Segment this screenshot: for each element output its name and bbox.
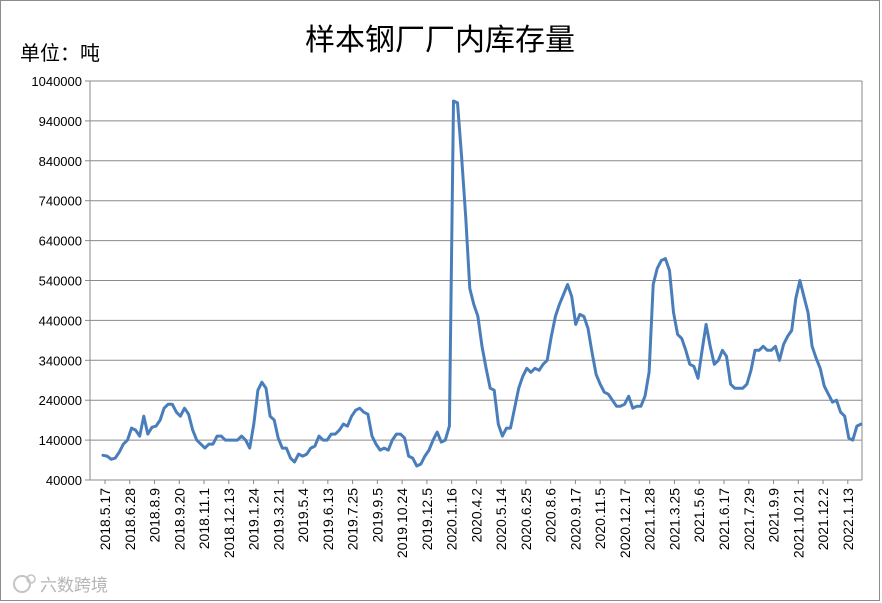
x-tick-label: 2018.12.13 bbox=[221, 488, 237, 558]
x-tick-label: 2021.1.28 bbox=[642, 488, 658, 550]
x-tick-label: 2021.5.6 bbox=[691, 488, 707, 543]
watermark: 六数跨境 bbox=[13, 574, 108, 596]
x-tick-label: 2020.9.17 bbox=[567, 488, 583, 550]
x-tick-label: 2019.6.13 bbox=[320, 488, 336, 550]
x-tick-label: 2021.3.25 bbox=[666, 488, 682, 550]
x-tick-label: 2021.6.17 bbox=[716, 488, 732, 550]
x-tick-label: 2019.10.24 bbox=[394, 488, 410, 558]
x-tick-label: 2020.1.16 bbox=[444, 488, 460, 550]
x-tick-label: 2020.6.25 bbox=[518, 488, 534, 550]
x-tick-label: 2022.1.13 bbox=[840, 488, 856, 550]
series-line bbox=[101, 99, 863, 468]
x-tick-label: 2019.9.5 bbox=[369, 488, 385, 543]
x-tick-label: 2021.10.21 bbox=[790, 488, 806, 558]
x-tick-label: 2021.12.2 bbox=[815, 488, 831, 550]
y-tick-label: 40000 bbox=[46, 473, 82, 488]
y-tick-label: 840000 bbox=[39, 154, 82, 169]
x-tick-label: 2018.11.1 bbox=[196, 488, 212, 549]
y-tick-label: 440000 bbox=[39, 313, 82, 328]
x-tick-label: 2019.7.25 bbox=[345, 488, 361, 550]
chart-title: 样本钢厂厂内库存量 bbox=[305, 23, 575, 58]
y-tick-label: 940000 bbox=[39, 114, 82, 129]
axes bbox=[85, 80, 863, 484]
y-tick-label: 140000 bbox=[39, 433, 82, 448]
x-tick-label: 2019.5.4 bbox=[295, 488, 311, 543]
x-tick-label: 2020.5.14 bbox=[493, 488, 509, 550]
unit-label: 单位：吨 bbox=[20, 41, 100, 65]
watermark-logo-icon bbox=[13, 574, 36, 593]
x-tick-label: 2018.9.20 bbox=[171, 488, 187, 550]
y-tick-label: 540000 bbox=[39, 274, 82, 289]
y-tick-label: 740000 bbox=[39, 194, 82, 209]
x-tick-label: 2020.4.2 bbox=[468, 488, 484, 543]
y-tick-label: 640000 bbox=[39, 234, 82, 249]
x-tick-label: 2019.3.21 bbox=[270, 488, 286, 550]
x-tick-label: 2018.6.28 bbox=[122, 488, 138, 550]
gridlines bbox=[90, 80, 862, 481]
x-tick-label: 2021.9.9 bbox=[766, 488, 782, 543]
y-tick-label: 1040000 bbox=[31, 74, 82, 89]
tick-labels: 1040000 940000 840000 740000 640000 540000 440… bbox=[31, 74, 855, 558]
x-tick-label: 2020.8.6 bbox=[543, 488, 559, 543]
x-tick-label: 2020.11.5 bbox=[592, 488, 608, 549]
y-tick-label: 340000 bbox=[39, 353, 82, 368]
x-tick-label: 2019.12.5 bbox=[419, 488, 435, 550]
watermark-text: 六数跨境 bbox=[40, 576, 108, 596]
y-tick-label: 240000 bbox=[39, 393, 82, 408]
x-tick-label: 2021.7.29 bbox=[741, 488, 757, 550]
x-tick-label: 2020.12.17 bbox=[617, 488, 633, 558]
x-tick-label: 2018.5.17 bbox=[97, 488, 113, 550]
series-layer bbox=[101, 99, 863, 468]
x-tick-label: 2019.1.24 bbox=[246, 488, 262, 550]
x-tick-label: 2018.8.9 bbox=[147, 488, 163, 543]
